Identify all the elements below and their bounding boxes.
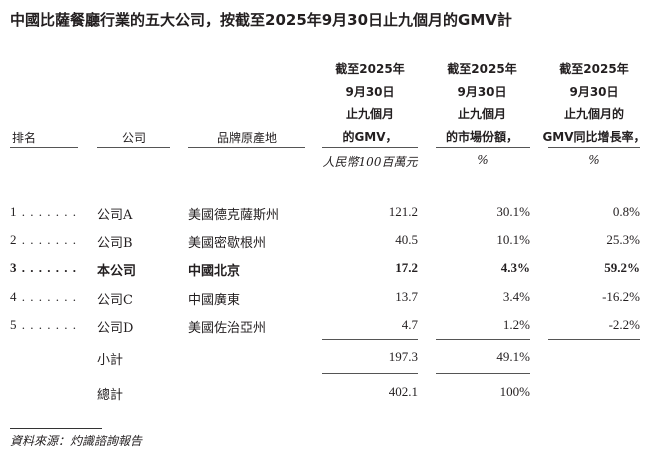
market-share: 1.2%	[502, 317, 530, 332]
company: 公司A	[97, 208, 133, 223]
header-line: 止九個月的	[563, 107, 624, 121]
table-title: 中國比薩餐廳行業的五大公司，按截至2025年9月30日止九個月的GMV計	[10, 11, 512, 29]
footnote-rule	[10, 428, 102, 429]
header-line: 截至2025年	[447, 62, 517, 76]
company: 本公司	[97, 264, 137, 279]
header-line: 止九個月	[345, 107, 394, 121]
header-line: GMV同比增長率，	[542, 129, 646, 144]
total-row: 總計 402.1 100%	[0, 384, 650, 404]
total-label: 總計	[97, 388, 124, 403]
subtotal-rule	[548, 339, 640, 340]
gmv: 17.2	[395, 260, 418, 275]
header-company: 公司	[122, 131, 147, 145]
total-share: 100%	[499, 384, 530, 399]
header-line: 9月30日	[569, 84, 619, 99]
total-rule	[436, 373, 530, 374]
brand-origin: 美國佐治亞州	[188, 321, 267, 336]
table-row-highlighted: 3 . . . . . . . 本公司 中國北京 17.2 4.3% 59.2%	[0, 260, 650, 280]
rank: 3 . . . . . . .	[10, 260, 77, 275]
source-note: 資料來源：灼識諮詢報告	[10, 434, 143, 448]
header-line: 9月30日	[345, 84, 395, 99]
header-line: 截至2025年	[335, 62, 405, 76]
company: 公司C	[97, 293, 133, 308]
table-row: 5 . . . . . . . 公司D 美國佐治亞州 4.7 1.2% -2.2…	[0, 317, 650, 337]
market-share: 10.1%	[496, 232, 530, 247]
brand-origin: 中國北京	[188, 264, 241, 279]
brand-origin: 中國廣東	[188, 293, 241, 308]
header-rule	[188, 147, 305, 148]
unit-gmv: 人民幣100百萬元	[322, 155, 418, 169]
subtotal-rule	[436, 339, 530, 340]
rank: 1 . . . . . . .	[10, 204, 77, 219]
subtotal-row: 小計 197.3 49.1%	[0, 349, 650, 369]
subtotal-label: 小計	[97, 353, 124, 368]
gmv: 121.2	[388, 204, 418, 219]
rank: 2 . . . . . . .	[10, 232, 77, 247]
total-rule	[322, 373, 418, 374]
unit-growth: %	[588, 153, 600, 167]
brand-origin: 美國德克薩斯州	[188, 208, 280, 223]
growth-rate: 59.2%	[604, 260, 640, 275]
gmv: 13.7	[395, 289, 418, 304]
table-row: 2 . . . . . . . 公司B 美國密歇根州 40.5 10.1% 25…	[0, 232, 650, 252]
table-row: 1 . . . . . . . 公司A 美國德克薩斯州 121.2 30.1% …	[0, 204, 650, 224]
subtotal-rule	[322, 339, 418, 340]
market-share: 30.1%	[496, 204, 530, 219]
growth-rate: 25.3%	[606, 232, 640, 247]
rank: 5 . . . . . . .	[10, 317, 77, 332]
growth-rate: -2.2%	[608, 317, 640, 332]
growth-rate: 0.8%	[612, 204, 640, 219]
header-line: 的GMV，	[342, 129, 398, 144]
header-rule	[436, 147, 530, 148]
growth-rate: -16.2%	[602, 289, 640, 304]
total-gmv: 402.1	[388, 384, 418, 399]
gmv: 4.7	[401, 317, 418, 332]
header-growth: 截至2025年 9月30日 止九個月的 GMV同比增長率，	[540, 58, 648, 148]
header-rule	[97, 147, 170, 148]
company: 公司B	[97, 236, 133, 251]
gmv: 40.5	[395, 232, 418, 247]
brand-origin: 美國密歇根州	[188, 236, 267, 251]
subtotal-share: 49.1%	[496, 349, 530, 364]
header-share: 截至2025年 9月30日 止九個月 的市場份額，	[432, 58, 532, 148]
unit-share: %	[477, 153, 489, 167]
market-share: 3.4%	[502, 289, 530, 304]
header-gmv: 截至2025年 9月30日 止九個月 的GMV，	[322, 58, 418, 148]
market-share: 4.3%	[500, 260, 530, 275]
header-rank: 排名	[12, 131, 37, 145]
header-line: 截至2025年	[559, 62, 629, 76]
header-line: 止九個月	[457, 107, 506, 121]
header-rule	[10, 147, 78, 148]
company: 公司D	[97, 321, 134, 336]
table-row: 4 . . . . . . . 公司C 中國廣東 13.7 3.4% -16.2…	[0, 289, 650, 309]
subtotal-gmv: 197.3	[388, 349, 418, 364]
header-rule	[322, 147, 418, 148]
header-brand-origin: 品牌原產地	[217, 131, 278, 145]
header-line: 的市場份額，	[445, 129, 518, 144]
header-rule	[548, 147, 640, 148]
rank: 4 . . . . . . .	[10, 289, 77, 304]
header-line: 9月30日	[457, 84, 507, 99]
